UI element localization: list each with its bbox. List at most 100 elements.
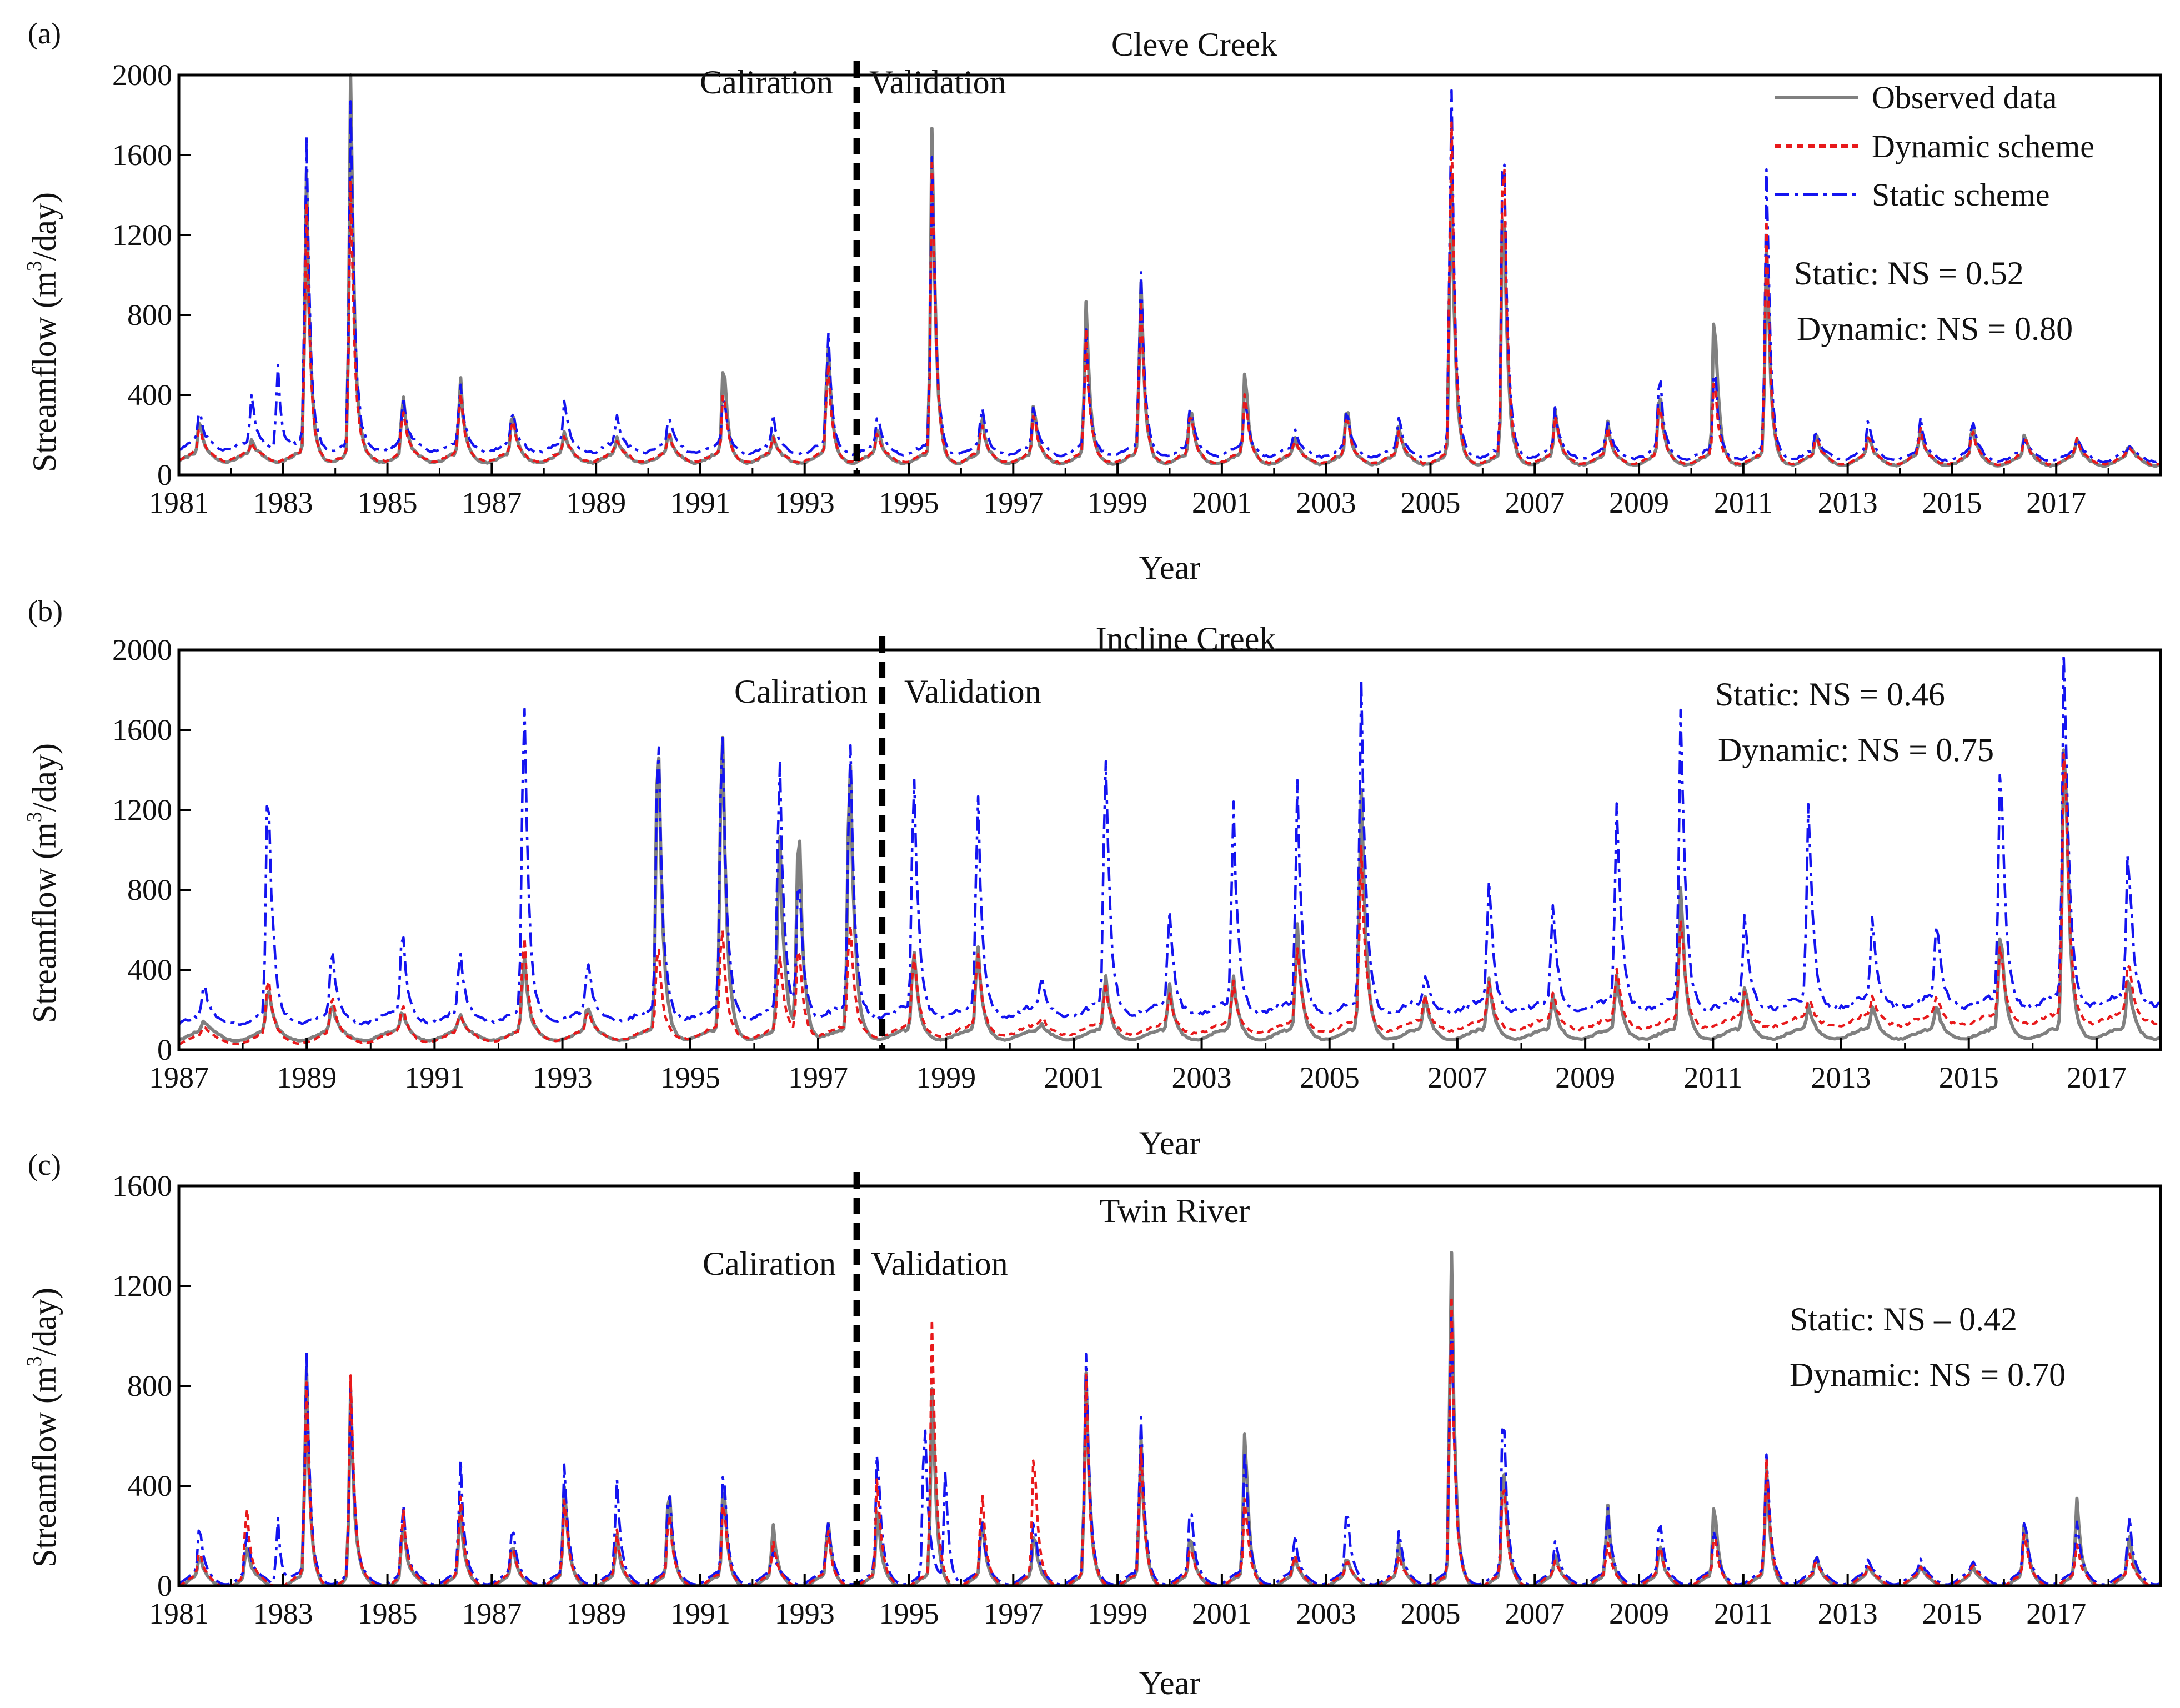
x-tick-label: 2011 <box>1714 1597 1773 1630</box>
legend-observed-label: Observed data <box>1872 79 2057 116</box>
series-dynamic <box>178 121 2161 467</box>
axis-ticks: 1981 1983 1985 1987 1989 1991 1993 1995 1997 1999… <box>112 58 2162 519</box>
panel-label: (a) <box>28 17 61 50</box>
x-tick-label: 1997 <box>983 1597 1043 1630</box>
x-tick-label: 2015 <box>1922 1597 1982 1630</box>
y-tick-label: 0 <box>157 458 172 492</box>
y-axis-title: Streamflow (m3/day) <box>23 743 63 1023</box>
y-tick-label: 1600 <box>112 1169 172 1203</box>
panel-c: 1981 1983 1985 1987 1989 1991 1993 1995 1997 1999… <box>23 1148 2162 1701</box>
legend-dynamic-label: Dynamic scheme <box>1872 128 2094 164</box>
calibration-label: Caliration <box>703 1245 836 1282</box>
x-tick-label: 1993 <box>533 1061 593 1094</box>
panel-label: (c) <box>28 1148 61 1181</box>
calibration-label: Caliration <box>734 673 868 710</box>
validation-label: Validation <box>871 1245 1008 1282</box>
x-tick-label: 2005 <box>1400 486 1460 519</box>
x-tick-label: 1995 <box>660 1061 720 1094</box>
y-tick-label: 1200 <box>112 793 172 827</box>
x-tick-label: 1997 <box>983 486 1043 519</box>
x-tick-label: 1989 <box>566 486 626 519</box>
x-tick-label: 2003 <box>1296 486 1356 519</box>
y-tick-label: 400 <box>127 378 172 412</box>
y-tick-label: 1600 <box>112 138 172 172</box>
panel-label: (b) <box>28 594 63 628</box>
x-tick-label: 2013 <box>1818 486 1878 519</box>
x-tick-label: 2005 <box>1300 1061 1360 1094</box>
x-tick-label: 1985 <box>358 1597 418 1630</box>
x-tick-label: 2007 <box>1505 1597 1565 1630</box>
y-tick-label: 800 <box>127 1369 172 1403</box>
panel-title: Twin River <box>1100 1193 1250 1229</box>
x-tick-label: 2007 <box>1427 1061 1487 1094</box>
y-tick-label: 2000 <box>112 633 172 667</box>
x-tick-label: 2017 <box>2026 1597 2086 1630</box>
x-tick-label: 1995 <box>879 1597 939 1630</box>
x-tick-label: 1983 <box>253 1597 313 1630</box>
series-layer <box>177 61 2161 475</box>
x-tick-label: 2013 <box>1811 1061 1871 1094</box>
y-tick-label: 2000 <box>112 58 172 92</box>
calibration-label: Caliration <box>700 64 833 101</box>
y-tick-label: 0 <box>157 1569 172 1602</box>
x-tick-label: 1991 <box>670 1597 730 1630</box>
x-axis-title: Year <box>1139 1665 1201 1701</box>
x-tick-label: 2017 <box>2067 1061 2127 1094</box>
panel-a: 1981 1983 1985 1987 1989 1991 1993 1995 1997 1999… <box>23 17 2162 586</box>
x-tick-label: 1987 <box>149 1061 209 1094</box>
x-tick-label: 2005 <box>1400 1597 1460 1630</box>
series-static <box>178 653 2162 1027</box>
x-tick-label: 1993 <box>775 486 835 519</box>
x-tick-label: 1989 <box>277 1061 337 1094</box>
x-tick-label: 2017 <box>2026 486 2086 519</box>
validation-label: Validation <box>869 64 1006 101</box>
x-tick-label: 1995 <box>879 486 939 519</box>
x-tick-label: 1981 <box>149 486 209 519</box>
x-tick-label: 1987 <box>462 1597 522 1630</box>
series-dynamic <box>178 753 2161 1046</box>
x-tick-label: 2001 <box>1192 486 1252 519</box>
x-tick-label: 2001 <box>1192 1597 1252 1630</box>
x-tick-label: 1993 <box>775 1597 835 1630</box>
panel-title: Cleve Creek <box>1111 26 1277 63</box>
legend: Observed data Dynamic scheme Static sche… <box>1775 79 2094 213</box>
x-tick-label: 2015 <box>1922 486 1982 519</box>
x-tick-label: 2011 <box>1714 486 1773 519</box>
y-tick-label: 1200 <box>112 1269 172 1303</box>
y-tick-label: 400 <box>127 953 172 986</box>
x-tick-label: 2011 <box>1683 1061 1742 1094</box>
series-static <box>178 89 2161 464</box>
x-tick-label: 2015 <box>1939 1061 1999 1094</box>
x-tick-label: 1999 <box>1088 1597 1147 1630</box>
x-tick-label: 2009 <box>1609 486 1669 519</box>
ns-dynamic-label: Dynamic: NS = 0.75 <box>1718 732 1994 768</box>
x-tick-label: 1989 <box>566 1597 626 1630</box>
x-tick-label: 1987 <box>462 486 522 519</box>
y-tick-label: 1200 <box>112 218 172 252</box>
y-tick-label: 0 <box>157 1033 172 1066</box>
x-tick-label: 2009 <box>1555 1061 1615 1094</box>
y-axis-title: Streamflow (m3/day) <box>23 1288 63 1567</box>
plot-frame <box>177 648 2162 1051</box>
validation-label: Validation <box>904 673 1041 710</box>
panel-b: 1987 1989 1991 1993 1995 1997 1999 2001 2003 2005… <box>23 594 2162 1161</box>
series-layer <box>178 636 2162 1050</box>
x-axis-title: Year <box>1139 549 1201 586</box>
x-tick-label: 1985 <box>358 486 418 519</box>
x-tick-label: 1991 <box>404 1061 464 1094</box>
x-tick-label: 2013 <box>1818 1597 1878 1630</box>
y-tick-label: 1600 <box>112 713 172 747</box>
x-tick-label: 1981 <box>149 1597 209 1630</box>
legend-static-label: Static scheme <box>1872 177 2050 213</box>
axis-ticks: 1987 1989 1991 1993 1995 1997 1999 2001 2003 2005… <box>112 633 2162 1094</box>
ns-dynamic-label: Dynamic: NS = 0.80 <box>1797 310 2073 347</box>
ns-static-label: Static: NS – 0.42 <box>1790 1301 2017 1338</box>
x-tick-label: 1991 <box>670 486 730 519</box>
x-tick-label: 1997 <box>788 1061 848 1094</box>
x-tick-label: 1999 <box>916 1061 976 1094</box>
x-tick-label: 2009 <box>1609 1597 1669 1630</box>
x-tick-label: 1999 <box>1088 486 1147 519</box>
x-tick-label: 2001 <box>1044 1061 1104 1094</box>
y-tick-label: 400 <box>127 1469 172 1502</box>
